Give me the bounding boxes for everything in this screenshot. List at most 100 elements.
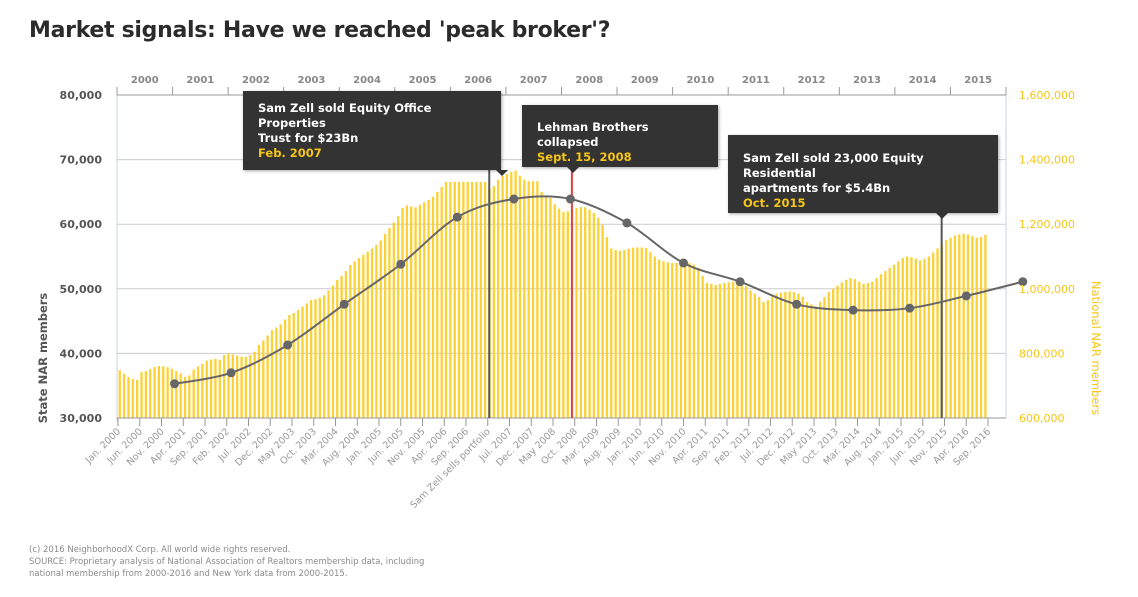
- bar: [627, 248, 630, 418]
- bar: [949, 237, 952, 418]
- bar: [270, 330, 274, 418]
- bar: [514, 170, 517, 418]
- bar: [818, 301, 822, 418]
- bar: [858, 281, 861, 418]
- bar: [592, 212, 596, 418]
- bar: [118, 370, 121, 418]
- copyright-text: (c) 2016 NeighborhoodX Corp. All world w…: [29, 545, 291, 555]
- bar: [762, 302, 765, 418]
- bar: [753, 293, 756, 418]
- bar: [675, 262, 678, 418]
- bar: [218, 359, 221, 418]
- bar: [597, 217, 600, 418]
- bar: [971, 236, 974, 418]
- bar: [497, 179, 500, 418]
- bar: [423, 202, 426, 418]
- bar: [370, 248, 374, 418]
- state-point: [848, 305, 858, 315]
- bar: [449, 181, 452, 418]
- chart-title: Market signals: Have we reached 'peak br…: [29, 18, 611, 43]
- bar: [701, 275, 704, 418]
- bar: [397, 216, 400, 418]
- bar: [314, 299, 317, 418]
- bar: [301, 306, 304, 418]
- bar: [810, 304, 813, 418]
- bar: [914, 258, 917, 418]
- bar: [731, 281, 735, 418]
- bar: [414, 207, 417, 418]
- bar: [718, 283, 722, 418]
- bar: [357, 258, 361, 418]
- y-tick-label-left: 70,000: [60, 154, 103, 167]
- bar: [231, 354, 234, 418]
- y-tick-label-right: 800,000: [1019, 347, 1065, 360]
- bar: [157, 365, 161, 418]
- top-year-label: 2013: [853, 75, 881, 86]
- bar: [196, 366, 200, 418]
- top-year-label: 2009: [631, 75, 659, 86]
- bar: [401, 208, 404, 418]
- bar: [323, 295, 326, 418]
- bar: [266, 335, 269, 418]
- bar: [723, 282, 726, 418]
- bar: [605, 237, 609, 418]
- bar: [223, 355, 226, 418]
- y-tick-label-left: 40,000: [60, 347, 103, 360]
- top-year-label: 2006: [464, 75, 492, 86]
- bar: [257, 345, 261, 418]
- state-point: [396, 259, 406, 269]
- bar: [492, 186, 495, 418]
- bar: [549, 198, 552, 418]
- annotation-pointer: [496, 170, 508, 176]
- bar: [919, 260, 922, 418]
- bar: [884, 271, 887, 418]
- state-point: [565, 194, 575, 204]
- bar: [784, 292, 787, 418]
- bar: [705, 282, 709, 418]
- bar: [475, 181, 478, 418]
- annotation-equity-office: Sam Zell sold Equity Office Properties T…: [243, 91, 508, 176]
- footer: (c) 2016 NeighborhoodX Corp. All world w…: [29, 544, 424, 580]
- bar: [227, 353, 230, 418]
- state-point: [961, 291, 971, 301]
- bar: [840, 282, 843, 418]
- bar: [610, 248, 613, 418]
- annotation-date: Sept. 15, 2008: [537, 150, 632, 164]
- bar: [175, 371, 178, 418]
- bar: [240, 356, 243, 418]
- bar: [440, 187, 443, 418]
- bar: [470, 181, 474, 418]
- top-year-label: 2012: [798, 75, 826, 86]
- y-tick-label-left: 60,000: [60, 218, 103, 231]
- bar: [640, 247, 643, 418]
- bar: [418, 204, 422, 418]
- bar: [892, 264, 896, 418]
- top-year-label: 2000: [131, 75, 159, 86]
- bar: [962, 233, 965, 418]
- bar: [262, 340, 265, 418]
- bar: [144, 371, 147, 418]
- top-year-label: 2005: [409, 75, 437, 86]
- top-year-label: 2010: [686, 75, 714, 86]
- bar: [540, 191, 543, 418]
- bar: [979, 237, 983, 418]
- y-tick-labels: 30,000 40,000 50,000 60,000 70,000 80,000 600,…: [60, 89, 1075, 425]
- bar: [275, 327, 278, 418]
- state-point: [792, 299, 802, 309]
- bar: [845, 279, 848, 418]
- bar: [797, 293, 800, 418]
- state-point: [905, 303, 915, 313]
- annotation-text: Sam Zell sold 23,000 Equity Residential: [743, 151, 924, 180]
- state-point: [283, 340, 293, 350]
- bar: [436, 191, 439, 418]
- bar: [214, 358, 217, 418]
- state-point: [339, 299, 349, 309]
- bar: [457, 181, 461, 418]
- bar: [775, 293, 778, 418]
- annotation-text: Lehman Brothers collapsed: [537, 120, 649, 149]
- bar: [188, 375, 191, 418]
- bar: [936, 248, 939, 418]
- bar: [836, 285, 839, 418]
- bar: [553, 204, 556, 418]
